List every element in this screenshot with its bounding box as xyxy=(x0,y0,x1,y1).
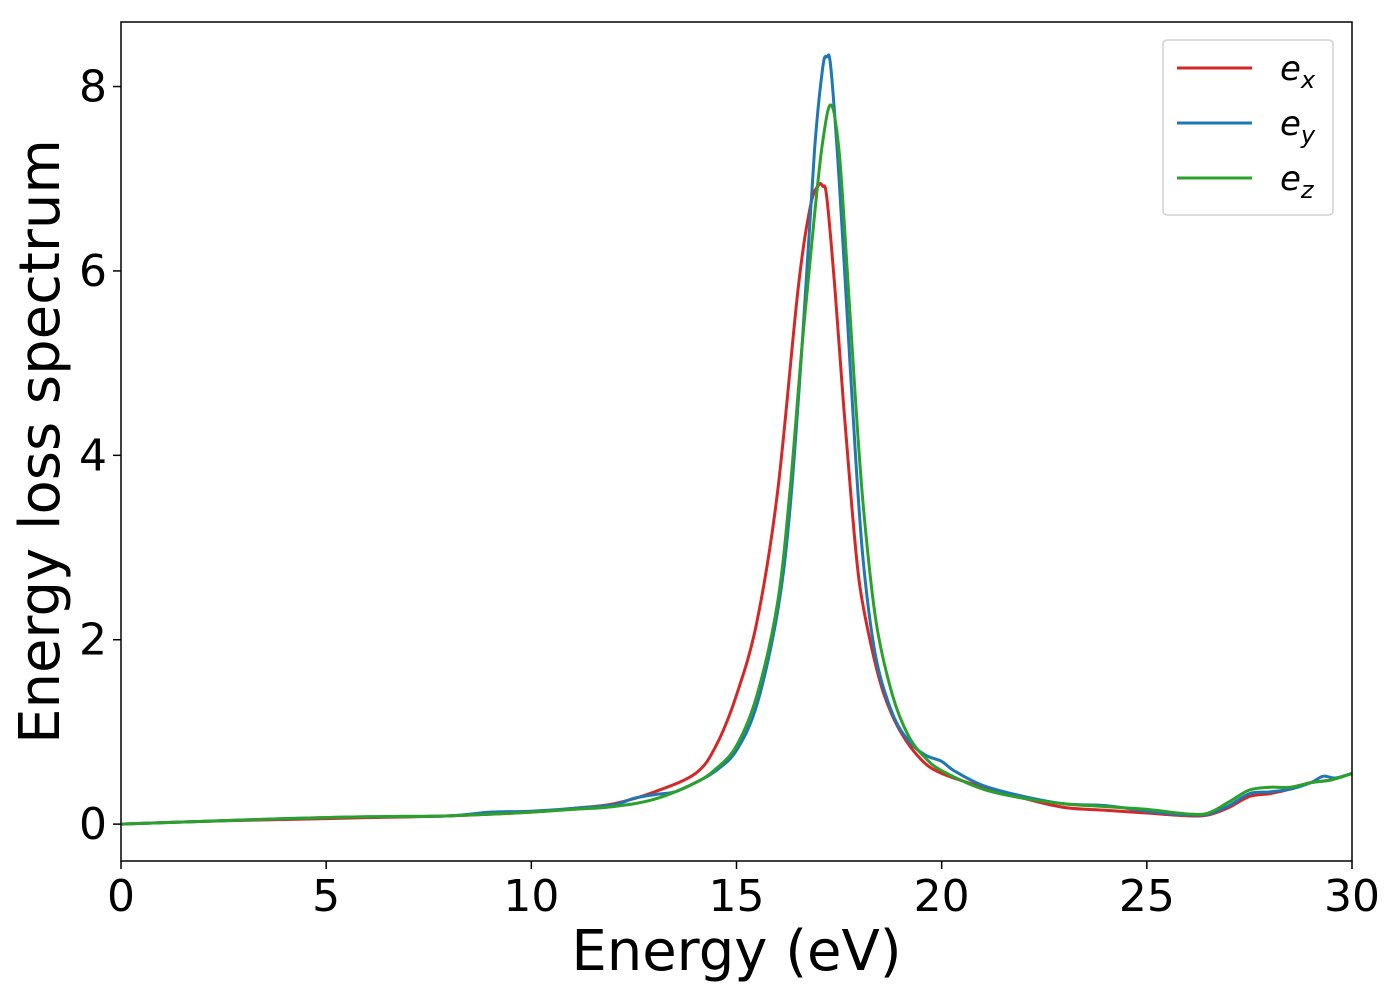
x-tick-label: 5 xyxy=(312,871,340,922)
x-tick-label: 15 xyxy=(709,871,765,922)
x-tick-label: 25 xyxy=(1119,871,1175,922)
y-axis-title: Energy loss spectrum xyxy=(8,139,73,744)
x-tick-label: 30 xyxy=(1324,871,1380,922)
legend-box xyxy=(1162,39,1334,216)
legend-label-e-z: ez xyxy=(1280,159,1315,204)
series-line-e-z xyxy=(121,103,1352,826)
y-tick-label: 8 xyxy=(79,62,107,113)
x-tick-label: 0 xyxy=(107,871,135,922)
series-layer xyxy=(121,53,1352,826)
y-tick-label: 0 xyxy=(79,799,107,850)
legend-label-e-y: ey xyxy=(1280,104,1316,149)
y-tick-label: 6 xyxy=(79,246,107,297)
legend-label-e-x: ex xyxy=(1280,49,1316,94)
ticks-layer: 0 5 10 15 20 25 30 0 2 4 6 8 xyxy=(79,62,1380,922)
legend: ex ey ez xyxy=(1162,39,1334,216)
x-tick-label: 10 xyxy=(503,871,559,922)
y-tick-label: 4 xyxy=(79,430,107,481)
y-tick-label: 2 xyxy=(79,615,107,666)
x-tick-label: 20 xyxy=(914,871,970,922)
x-axis-title: Energy (eV) xyxy=(571,919,901,984)
